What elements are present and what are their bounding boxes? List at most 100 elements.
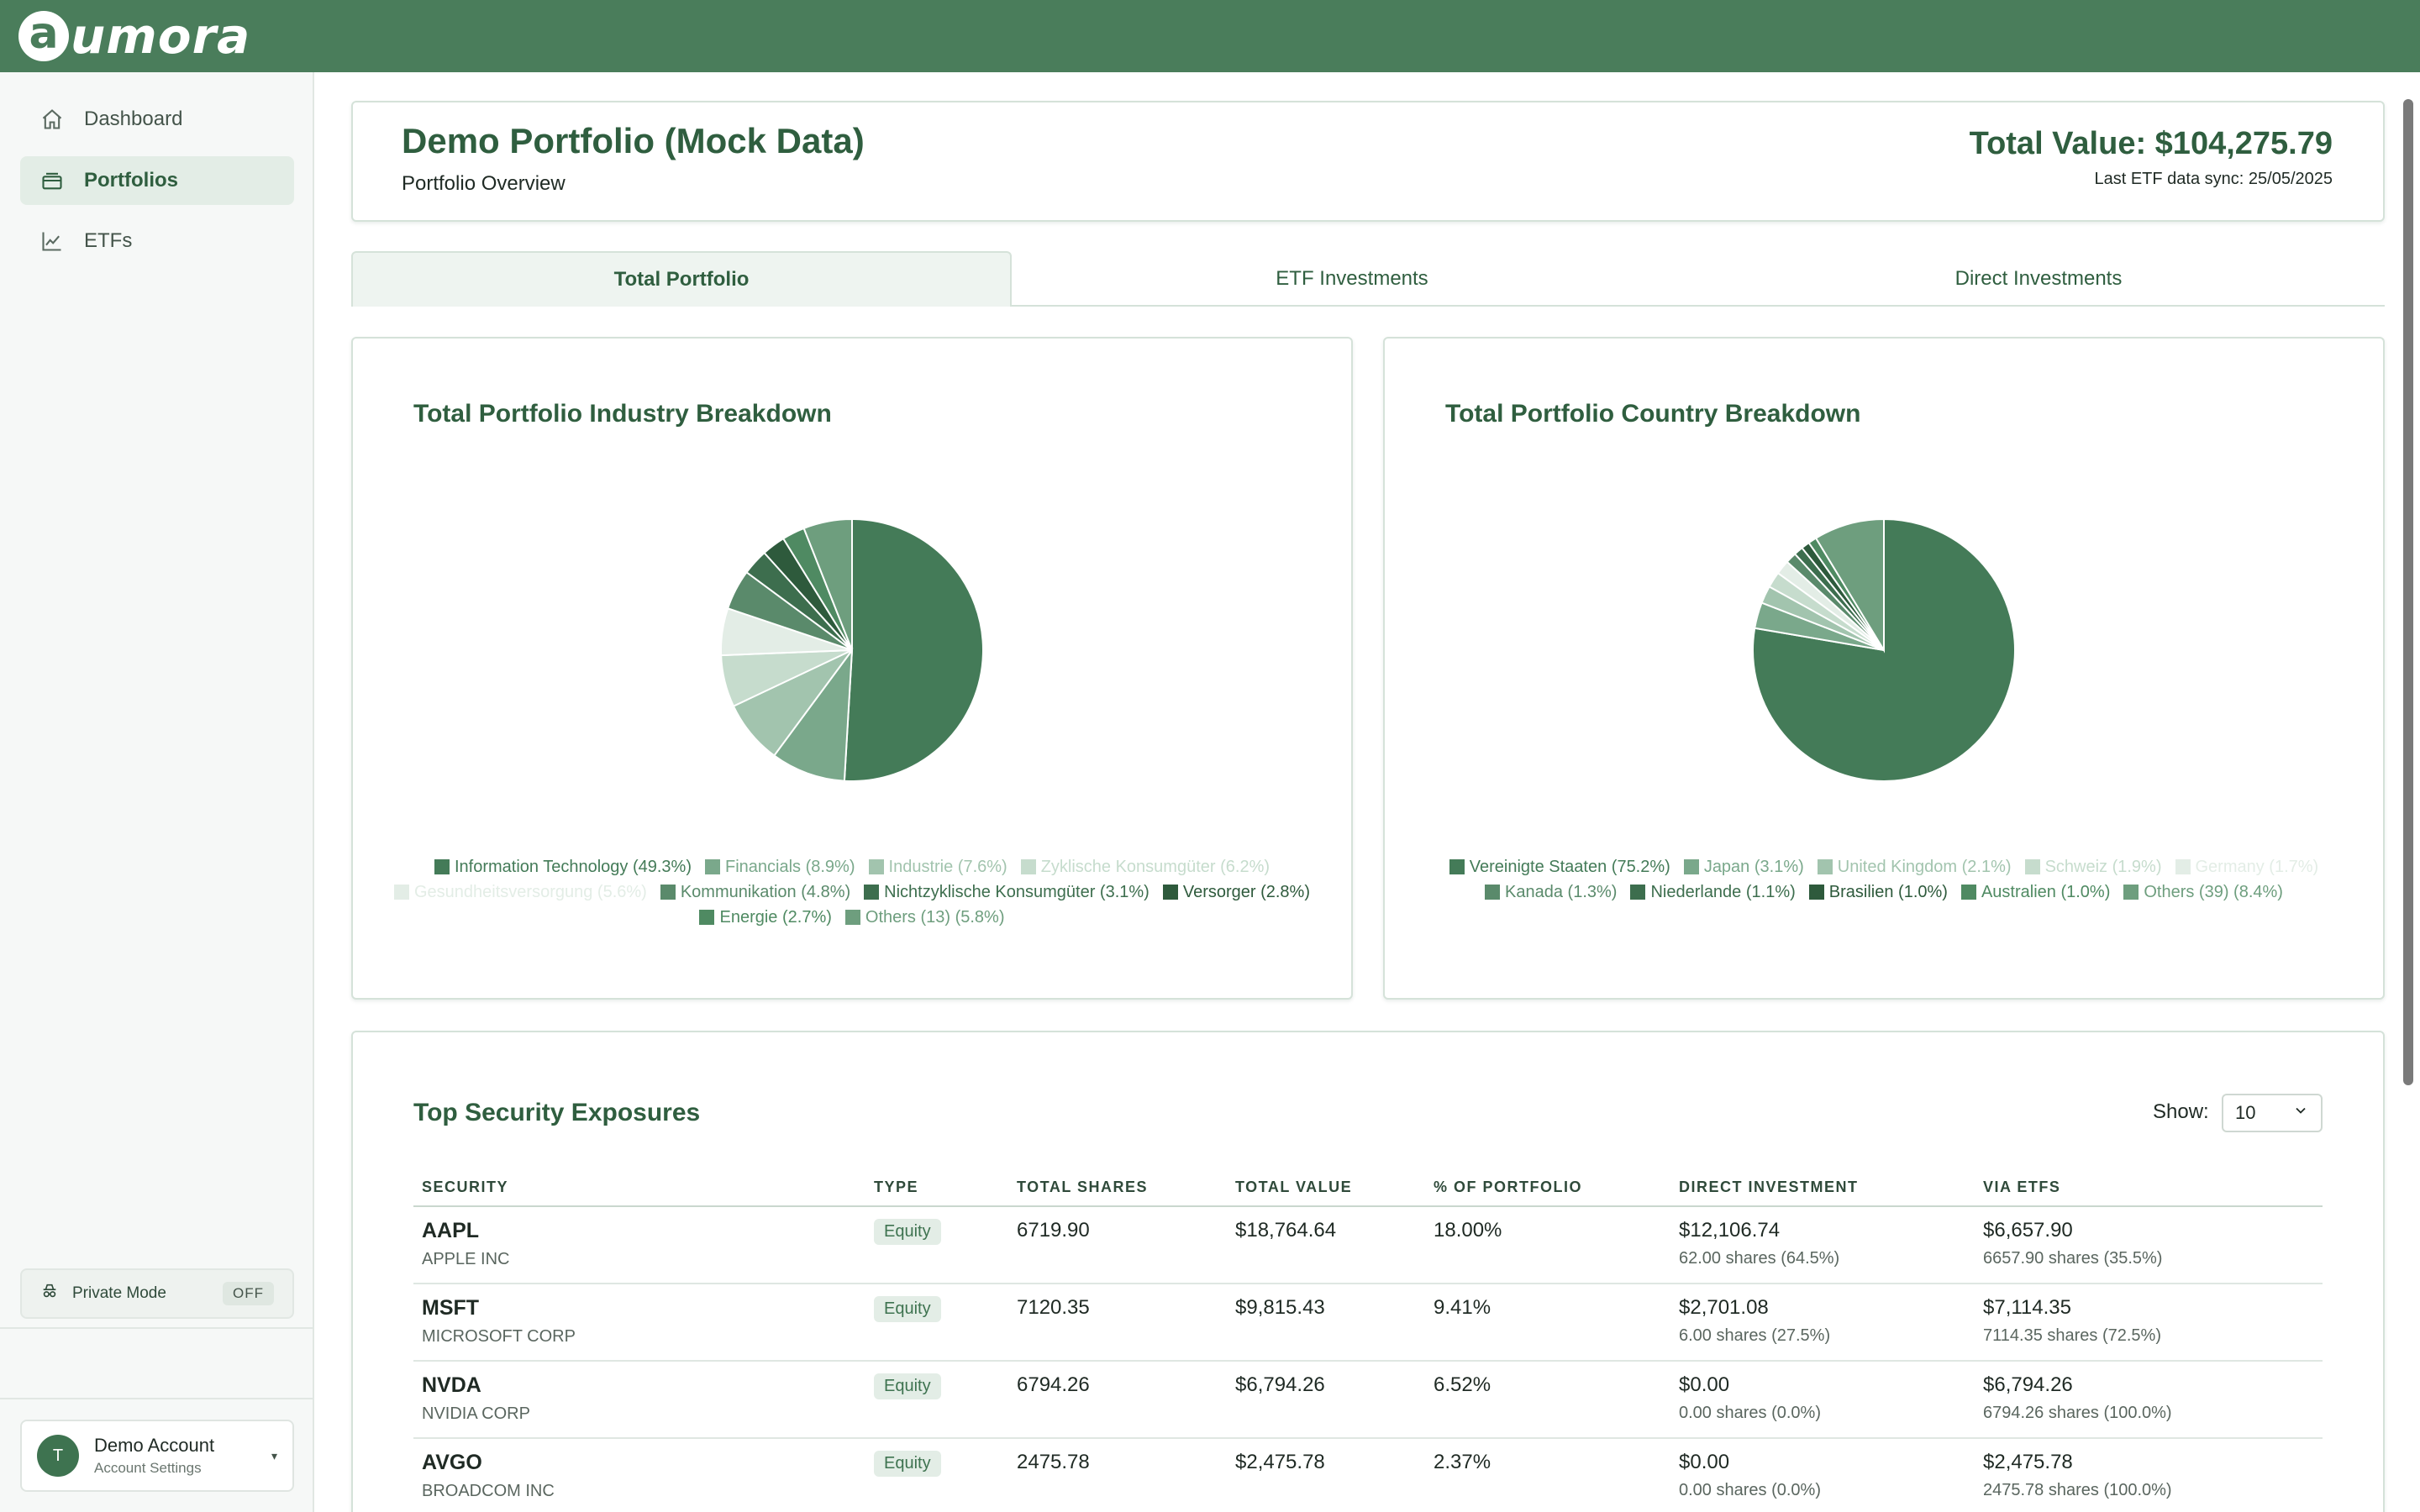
- column-header-total-shares[interactable]: TOTAL SHARES: [1008, 1169, 1227, 1207]
- legend-label: Australien (1.0%): [1981, 883, 2111, 901]
- etf-cell: $7,114.35 7114.35 shares (72.5%): [1975, 1284, 2323, 1362]
- legend-label: Kommunikation (4.8%): [680, 883, 851, 901]
- column-header-direct-investment[interactable]: DIRECT INVESTMENT: [1670, 1169, 1975, 1207]
- legend-swatch: [1485, 885, 1501, 900]
- legend-item-others[interactable]: Others (13) (5.8%): [844, 907, 1005, 927]
- exposures-title: Top Security Exposures: [413, 1099, 701, 1126]
- legend-swatch: [864, 885, 880, 900]
- table-row[interactable]: AVGO BROADCOM INC Equity 2475.78 $2,475.7…: [413, 1438, 2323, 1512]
- legend-item-information-technology[interactable]: Information Technology (49.3%): [434, 857, 692, 877]
- legend-item-niederlande[interactable]: Niederlande (1.1%): [1630, 882, 1796, 902]
- legend-item-brasilien[interactable]: Brasilien (1.0%): [1808, 882, 1948, 902]
- table-row[interactable]: AAPL APPLE INC Equity 6719.90 $18,764.64 …: [413, 1206, 2323, 1284]
- account-text: Demo Account Account Settings: [94, 1435, 214, 1477]
- country-chart-title: Total Portfolio Country Breakdown: [1445, 400, 1861, 428]
- direct-cell: $0.00 0.00 shares (0.0%): [1670, 1361, 1975, 1439]
- legend-item-kanada[interactable]: Kanada (1.3%): [1485, 882, 1617, 902]
- legend-swatch: [1683, 859, 1699, 874]
- legend-item-germany[interactable]: Germany (1.7%): [2175, 857, 2319, 877]
- legend-item-energie[interactable]: Energie (2.7%): [699, 907, 832, 927]
- pie-slice-financials[interactable]: [772, 647, 854, 782]
- direct-shares: 62.00 shares (64.5%): [1679, 1249, 1840, 1268]
- pie-slice-others[interactable]: [1814, 517, 1885, 654]
- legend-swatch: [705, 859, 720, 874]
- legend-swatch: [434, 859, 450, 874]
- legend-item-vereinigte-staaten[interactable]: Vereinigte Staaten (75.2%): [1449, 857, 1670, 877]
- type-badge: Equity: [874, 1296, 941, 1322]
- table-row[interactable]: MSFT MICROSOFT CORP Equity 7120.35 $9,815…: [413, 1284, 2323, 1362]
- sidebar-item-portfolios[interactable]: Portfolios: [20, 156, 294, 205]
- percent-cell: 9.41%: [1425, 1284, 1670, 1362]
- security-cell: NVDA NVIDIA CORP: [413, 1361, 865, 1439]
- value-cell: $6,794.26: [1227, 1361, 1425, 1439]
- legend-item-united-kingdom[interactable]: United Kingdom (2.1%): [1817, 857, 2012, 877]
- account-menu[interactable]: T Demo Account Account Settings ▾: [20, 1420, 294, 1492]
- legend-swatch: [1449, 859, 1465, 874]
- legend-item-nichtzyklische-konsumg-ter[interactable]: Nichtzyklische Konsumgüter (3.1%): [864, 882, 1150, 902]
- direct-value: $12,106.74: [1679, 1219, 1781, 1242]
- legend-label: Others (39) (8.4%): [2144, 883, 2283, 901]
- etf-shares: 7114.35 shares (72.5%): [1983, 1326, 2161, 1345]
- legend-item-zyklische-konsumg-ter[interactable]: Zyklische Konsumgüter (6.2%): [1020, 857, 1270, 877]
- exposures-table: SECURITY TYPE TOTAL SHARES TOTAL VALUE %…: [413, 1169, 2323, 1512]
- legend-label: Germany (1.7%): [2195, 858, 2319, 876]
- column-header-type[interactable]: TYPE: [865, 1169, 1008, 1207]
- legend-swatch: [699, 910, 715, 925]
- incognito-icon: [40, 1282, 59, 1305]
- legend-item-industrie[interactable]: Industrie (7.6%): [868, 857, 1007, 877]
- column-header-percent-portfolio[interactable]: % OF PORTFOLIO: [1425, 1169, 1670, 1207]
- type-badge: Equity: [874, 1219, 941, 1245]
- legend-item-schweiz[interactable]: Schweiz (1.9%): [2024, 857, 2162, 877]
- legend-item-versorger[interactable]: Versorger (2.8%): [1162, 882, 1310, 902]
- show-count-select[interactable]: 10: [2222, 1094, 2323, 1132]
- legend-item-kommunikation[interactable]: Kommunikation (4.8%): [660, 882, 850, 902]
- legend-swatch: [2175, 859, 2191, 874]
- column-header-total-value[interactable]: TOTAL VALUE: [1227, 1169, 1425, 1207]
- legend-item-australien[interactable]: Australien (1.0%): [1960, 882, 2111, 902]
- legend-item-financials[interactable]: Financials (8.9%): [705, 857, 855, 877]
- legend-item-others[interactable]: Others (39) (8.4%): [2123, 882, 2283, 902]
- private-mode-toggle[interactable]: Private Mode OFF: [20, 1268, 294, 1319]
- legend-swatch: [1630, 885, 1646, 900]
- legend-item-gesundheitsversorgung[interactable]: Gesundheitsversorgung (5.6%): [394, 882, 647, 902]
- tab-etf-investments[interactable]: ETF Investments: [1276, 267, 1428, 290]
- direct-value: $0.00: [1679, 1373, 1730, 1396]
- direct-cell: $2,701.08 6.00 shares (27.5%): [1670, 1284, 1975, 1362]
- security-name: MICROSOFT CORP: [422, 1327, 576, 1346]
- country-chart-legend: Vereinigte Staaten (75.2%) Japan (3.1%) Un…: [1413, 857, 2354, 902]
- shares-cell: 2475.78: [1008, 1438, 1227, 1512]
- type-badge: Equity: [874, 1451, 941, 1477]
- direct-shares: 0.00 shares (0.0%): [1679, 1481, 1821, 1499]
- industry-chart-legend: Information Technology (49.3%) Financials…: [381, 857, 1323, 927]
- column-header-via-etfs[interactable]: VIA ETFS: [1975, 1169, 2323, 1207]
- tab-total-portfolio[interactable]: Total Portfolio: [351, 251, 1012, 307]
- pie-slice-information-technology[interactable]: [843, 517, 984, 782]
- sidebar-item-etfs[interactable]: ETFs: [20, 217, 294, 265]
- etf-cell: $2,475.78 2475.78 shares (100.0%): [1975, 1438, 2323, 1512]
- security-symbol: AVGO: [422, 1451, 482, 1474]
- legend-item-japan[interactable]: Japan (3.1%): [1683, 857, 1804, 877]
- column-header-security[interactable]: SECURITY: [413, 1169, 865, 1207]
- page-scrollbar[interactable]: [2403, 99, 2413, 1085]
- etf-shares: 2475.78 shares (100.0%): [1983, 1481, 2172, 1499]
- type-cell: Equity: [865, 1284, 1008, 1362]
- shares-cell: 7120.35: [1008, 1284, 1227, 1362]
- sidebar-divider: [0, 1398, 314, 1399]
- legend-label: Gesundheitsversorgung (5.6%): [414, 883, 647, 901]
- security-name: APPLE INC: [422, 1250, 510, 1268]
- security-name: NVIDIA CORP: [422, 1404, 530, 1423]
- etf-value: $7,114.35: [1983, 1296, 2071, 1319]
- account-settings-link: Account Settings: [94, 1460, 202, 1476]
- sidebar-item-dashboard[interactable]: Dashboard: [20, 95, 294, 144]
- pie-slice-others[interactable]: [802, 517, 853, 651]
- avatar: T: [37, 1435, 79, 1477]
- type-cell: Equity: [865, 1206, 1008, 1284]
- direct-shares: 0.00 shares (0.0%): [1679, 1404, 1821, 1422]
- tab-direct-investments[interactable]: Direct Investments: [1954, 267, 2123, 290]
- legend-swatch: [2123, 885, 2139, 900]
- etf-value: $6,794.26: [1983, 1373, 2073, 1396]
- table-row[interactable]: NVDA NVIDIA CORP Equity 6794.26 $6,794.26…: [413, 1361, 2323, 1439]
- legend-label: Kanada (1.3%): [1505, 883, 1618, 901]
- app-logo[interactable]: a umora: [18, 8, 250, 65]
- legend-swatch: [868, 859, 884, 874]
